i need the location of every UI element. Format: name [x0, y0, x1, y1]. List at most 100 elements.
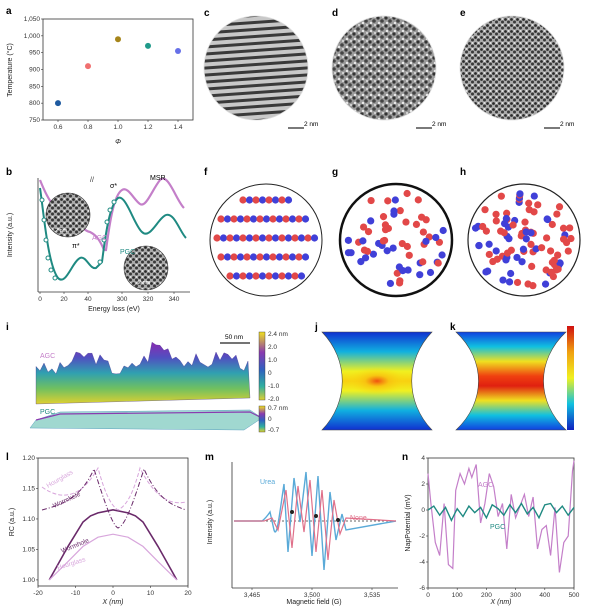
- scale-bar-c: 2 nm: [304, 121, 318, 128]
- atom-red: [549, 272, 558, 281]
- x-tick-label: 20: [60, 296, 68, 303]
- panel-m: m Urea None 3,465 3,500 3,535 Intensity (a…: [205, 452, 398, 606]
- label-sigma-star: σ*: [110, 183, 117, 190]
- atom-red: [217, 215, 225, 223]
- panel-k: k: [450, 322, 574, 431]
- y-tick-label: 800: [29, 100, 40, 107]
- atom-red: [256, 215, 264, 223]
- label-pgc-n: PGC: [490, 524, 505, 531]
- atom-blue: [275, 215, 284, 223]
- panel-letter-n: n: [402, 452, 408, 463]
- x-tick-label: 40: [84, 296, 92, 303]
- colorbar-k: [567, 326, 574, 430]
- panel-letter-i: i: [6, 322, 9, 333]
- atom-red: [521, 218, 529, 226]
- colorbar-label: 2.0: [268, 344, 277, 351]
- marker-dot-2: [314, 514, 318, 518]
- atom-red: [542, 266, 550, 274]
- y-tick-label: -4: [419, 559, 425, 566]
- colorbar-label: 0.7 nm: [268, 405, 288, 412]
- x-axis-label-a: Φ: [115, 139, 121, 146]
- panel-h: h: [460, 167, 581, 297]
- y-tick-label: 850: [29, 83, 40, 90]
- atom-red: [554, 265, 562, 273]
- atom-red: [419, 228, 427, 236]
- atom-blue: [223, 253, 232, 261]
- model-circle-g: [338, 182, 454, 298]
- x-tick-label: 400: [539, 592, 550, 599]
- panel-letter-e: e: [460, 8, 466, 19]
- atom-blue: [404, 266, 412, 274]
- atom-red: [525, 199, 533, 207]
- label-pgc-i: PGC: [40, 409, 55, 416]
- atom-red: [395, 279, 404, 287]
- atom-blue: [310, 234, 319, 242]
- label-wormhole-bottom: Wormhole: [60, 537, 90, 555]
- panel-a: a 1,050 1,000 950 900 850 800 750 0.6 0.8 1.0 1.2…: [6, 6, 194, 146]
- panel-e: e 2 nm: [459, 8, 574, 129]
- x-axis-label-m: Magnetic field (G): [286, 599, 341, 606]
- panel-letter-c: c: [204, 8, 210, 19]
- y-tick-label: 900: [29, 67, 40, 74]
- inset-scale-pgc: 2 nm: [138, 280, 151, 286]
- atom-red: [359, 223, 368, 231]
- atom-red: [564, 247, 572, 255]
- atom-blue: [522, 228, 530, 236]
- atom-red: [529, 282, 537, 290]
- atom-red: [265, 272, 273, 280]
- atoms-f: [213, 196, 319, 280]
- atom-blue: [297, 234, 306, 242]
- label-urea: Urea: [260, 479, 275, 486]
- atom-red: [282, 215, 290, 223]
- x-ticks-b: 0 20 40 300 320 340: [38, 292, 180, 303]
- y-tick-label: 750: [29, 117, 40, 124]
- atom-blue: [271, 196, 280, 204]
- tem-image-d: [331, 15, 437, 121]
- colorbar-label: 0: [268, 370, 272, 377]
- label-wormhole-top: Wormhole: [52, 491, 82, 510]
- atom-red: [555, 203, 564, 211]
- atom-blue: [249, 215, 258, 223]
- atom-blue: [532, 245, 540, 253]
- atom-red: [379, 237, 387, 245]
- atom-blue: [249, 253, 258, 261]
- panel-b: b // 2 nm 2 nm AGC PGC π* σ* MSR 0 20 40 30…: [6, 167, 190, 313]
- panel-letter-l: l: [6, 452, 9, 463]
- panel-c: c 2 nm: [203, 8, 318, 129]
- y-tick-label: 0: [421, 507, 425, 514]
- atom-red: [497, 227, 505, 235]
- y-axis-label-a: Temperature (°C): [6, 43, 14, 97]
- atom-red: [543, 234, 551, 242]
- pgc-marker: [107, 207, 113, 213]
- atom-red: [278, 234, 286, 242]
- atom-blue: [301, 215, 310, 223]
- atom-red: [403, 189, 411, 198]
- x-tick-label: -10: [71, 590, 81, 597]
- colorbar-pgc-i: [258, 405, 266, 433]
- atom-red: [548, 220, 556, 229]
- field-map-k: [455, 331, 567, 431]
- atom-blue: [543, 215, 551, 223]
- rc-curve: [48, 508, 178, 581]
- colorbar-agc-i: [258, 331, 266, 401]
- wormhole-dashed-top: [41, 467, 187, 529]
- colorbar-label: -2.0: [268, 396, 280, 403]
- y-axis-label-b: Intensity (a.u.): [7, 213, 14, 257]
- atom-red: [269, 215, 277, 223]
- atom-red: [278, 272, 286, 280]
- x-tick-label: 100: [452, 592, 463, 599]
- atom-red: [243, 215, 251, 223]
- panel-g: g: [332, 167, 454, 298]
- x-tick-label: 3,500: [304, 592, 321, 599]
- x-tick-label: 3,465: [244, 592, 261, 599]
- atom-red: [213, 234, 221, 242]
- atom-blue: [541, 280, 550, 288]
- pgc-marker: [111, 199, 117, 205]
- atom-blue: [390, 207, 398, 215]
- tem-image-e: [459, 15, 565, 121]
- atom-blue: [236, 253, 245, 261]
- atom-red: [243, 253, 251, 261]
- label-agc-b: AGC: [92, 235, 107, 242]
- atom-blue: [556, 259, 564, 267]
- x-axis-label-b: Energy loss (eV): [88, 306, 140, 313]
